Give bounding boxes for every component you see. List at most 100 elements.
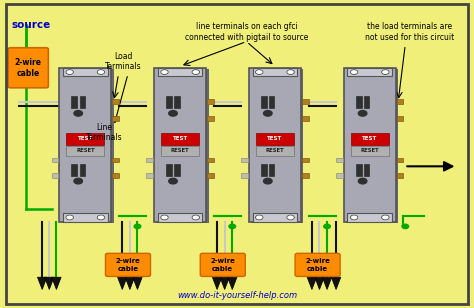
Polygon shape (118, 277, 127, 290)
Bar (166, 96, 172, 108)
Bar (146, 158, 153, 162)
FancyBboxPatch shape (200, 253, 246, 277)
Bar (347, 68, 392, 76)
Circle shape (358, 111, 367, 116)
Bar (302, 116, 309, 121)
Polygon shape (220, 277, 229, 290)
Text: 2-wire
cable: 2-wire cable (116, 258, 140, 272)
Bar (59, 68, 111, 222)
Circle shape (134, 224, 141, 229)
FancyBboxPatch shape (8, 48, 48, 88)
Bar (174, 164, 180, 176)
Circle shape (350, 215, 358, 220)
Circle shape (264, 178, 272, 184)
Text: RESET: RESET (171, 148, 190, 153)
Bar (112, 116, 119, 121)
Polygon shape (212, 277, 222, 290)
Circle shape (382, 70, 389, 75)
Bar (253, 68, 297, 76)
Bar (161, 146, 199, 156)
Polygon shape (125, 277, 135, 290)
Bar (346, 69, 398, 223)
Text: RESET: RESET (76, 148, 95, 153)
Circle shape (161, 70, 168, 75)
Circle shape (161, 215, 168, 220)
Bar (351, 133, 389, 145)
Bar (80, 164, 85, 176)
Bar (80, 96, 85, 108)
Circle shape (229, 224, 236, 229)
Bar (158, 213, 202, 222)
Bar (302, 158, 309, 162)
Polygon shape (322, 277, 332, 290)
Text: source: source (12, 20, 51, 30)
Bar (261, 96, 267, 108)
Text: line terminals on each gfci
connected with pigtail to source: line terminals on each gfci connected wi… (185, 22, 308, 43)
Bar (71, 96, 77, 108)
Circle shape (66, 70, 73, 75)
Bar (52, 173, 58, 178)
Polygon shape (315, 277, 324, 290)
Polygon shape (133, 277, 142, 290)
Circle shape (382, 215, 389, 220)
Circle shape (66, 215, 73, 220)
Bar (52, 158, 58, 162)
Circle shape (358, 178, 367, 184)
Bar (364, 164, 369, 176)
Bar (249, 68, 301, 222)
Bar (336, 158, 343, 162)
Circle shape (192, 215, 200, 220)
Bar (397, 116, 403, 121)
Bar (156, 69, 209, 223)
Circle shape (350, 70, 358, 75)
Bar (63, 213, 108, 222)
Circle shape (255, 70, 263, 75)
Bar (66, 133, 104, 145)
Bar (344, 68, 396, 222)
Bar (207, 116, 214, 121)
Bar (347, 213, 392, 222)
Circle shape (169, 111, 177, 116)
Text: 2-wire
cable: 2-wire cable (210, 258, 235, 272)
Bar (253, 213, 297, 222)
Text: Line
Terminals: Line Terminals (86, 123, 123, 142)
Circle shape (324, 224, 330, 229)
FancyBboxPatch shape (105, 253, 151, 277)
Bar (154, 68, 206, 222)
Bar (256, 146, 294, 156)
Circle shape (255, 215, 263, 220)
Bar (256, 133, 294, 145)
Text: TEST: TEST (173, 136, 188, 141)
Text: RESET: RESET (265, 148, 284, 153)
Bar (397, 173, 403, 178)
Bar (207, 158, 214, 162)
Bar (71, 164, 77, 176)
Text: TEST: TEST (78, 136, 93, 141)
Bar (161, 133, 199, 145)
Bar (302, 173, 309, 178)
Text: www.do-it-yourself-help.com: www.do-it-yourself-help.com (177, 291, 297, 300)
Circle shape (74, 111, 82, 116)
Bar (397, 99, 403, 104)
Bar (302, 99, 309, 104)
Polygon shape (307, 277, 317, 290)
Bar (356, 164, 362, 176)
Bar (351, 146, 389, 156)
Bar (269, 164, 274, 176)
Bar (174, 96, 180, 108)
Polygon shape (331, 277, 341, 290)
Text: the load terminals are
not used for this circuit: the load terminals are not used for this… (365, 22, 455, 43)
Bar (207, 173, 214, 178)
Polygon shape (228, 277, 237, 290)
Circle shape (97, 215, 105, 220)
Text: 2-wire
cable: 2-wire cable (305, 258, 330, 272)
Bar (397, 158, 403, 162)
Circle shape (74, 178, 82, 184)
Bar (251, 69, 303, 223)
Bar (166, 164, 172, 176)
Bar (66, 146, 104, 156)
Bar (364, 96, 369, 108)
Circle shape (264, 111, 272, 116)
Text: RESET: RESET (360, 148, 379, 153)
Circle shape (97, 70, 105, 75)
